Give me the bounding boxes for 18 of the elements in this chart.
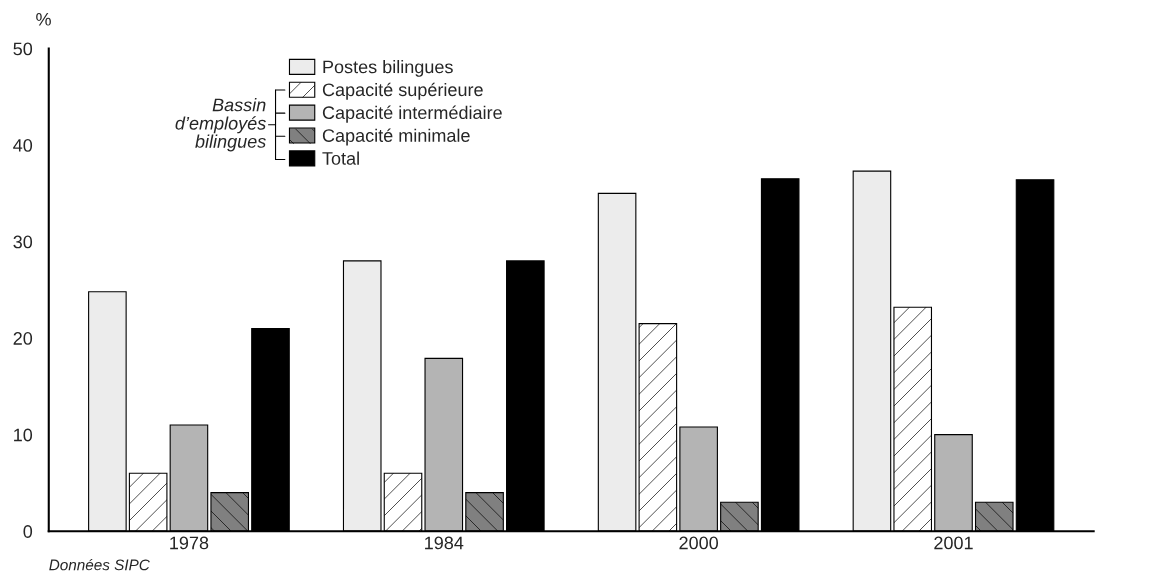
annotation: Bassin d’employés bilingues bbox=[175, 98, 266, 152]
legend-label: Capacité intermédiaire bbox=[322, 105, 502, 123]
y-tick-label: 0 bbox=[23, 525, 33, 538]
legend-label: Total bbox=[322, 151, 359, 165]
y-tick-label: 20 bbox=[13, 332, 33, 345]
text: Données SIPC bbox=[49, 558, 150, 571]
x-tick-label: 1984 bbox=[425, 536, 464, 550]
legend-label: Capacité supérieure bbox=[322, 82, 483, 100]
y-tick-label: 10 bbox=[14, 428, 33, 442]
legend-label: Postes bilingues bbox=[323, 60, 453, 77]
y-tick-label: 30 bbox=[13, 235, 33, 249]
legend-label: Capacité minimale bbox=[322, 128, 470, 146]
y-axis-title: % bbox=[36, 12, 51, 26]
x-tick-label: 2000 bbox=[679, 536, 719, 550]
y-tick-label: 40 bbox=[13, 139, 33, 152]
x-tick-label: 1978 bbox=[170, 536, 209, 550]
x-tick-label: 2001 bbox=[934, 536, 973, 550]
y-tick-label: 50 bbox=[13, 42, 33, 56]
